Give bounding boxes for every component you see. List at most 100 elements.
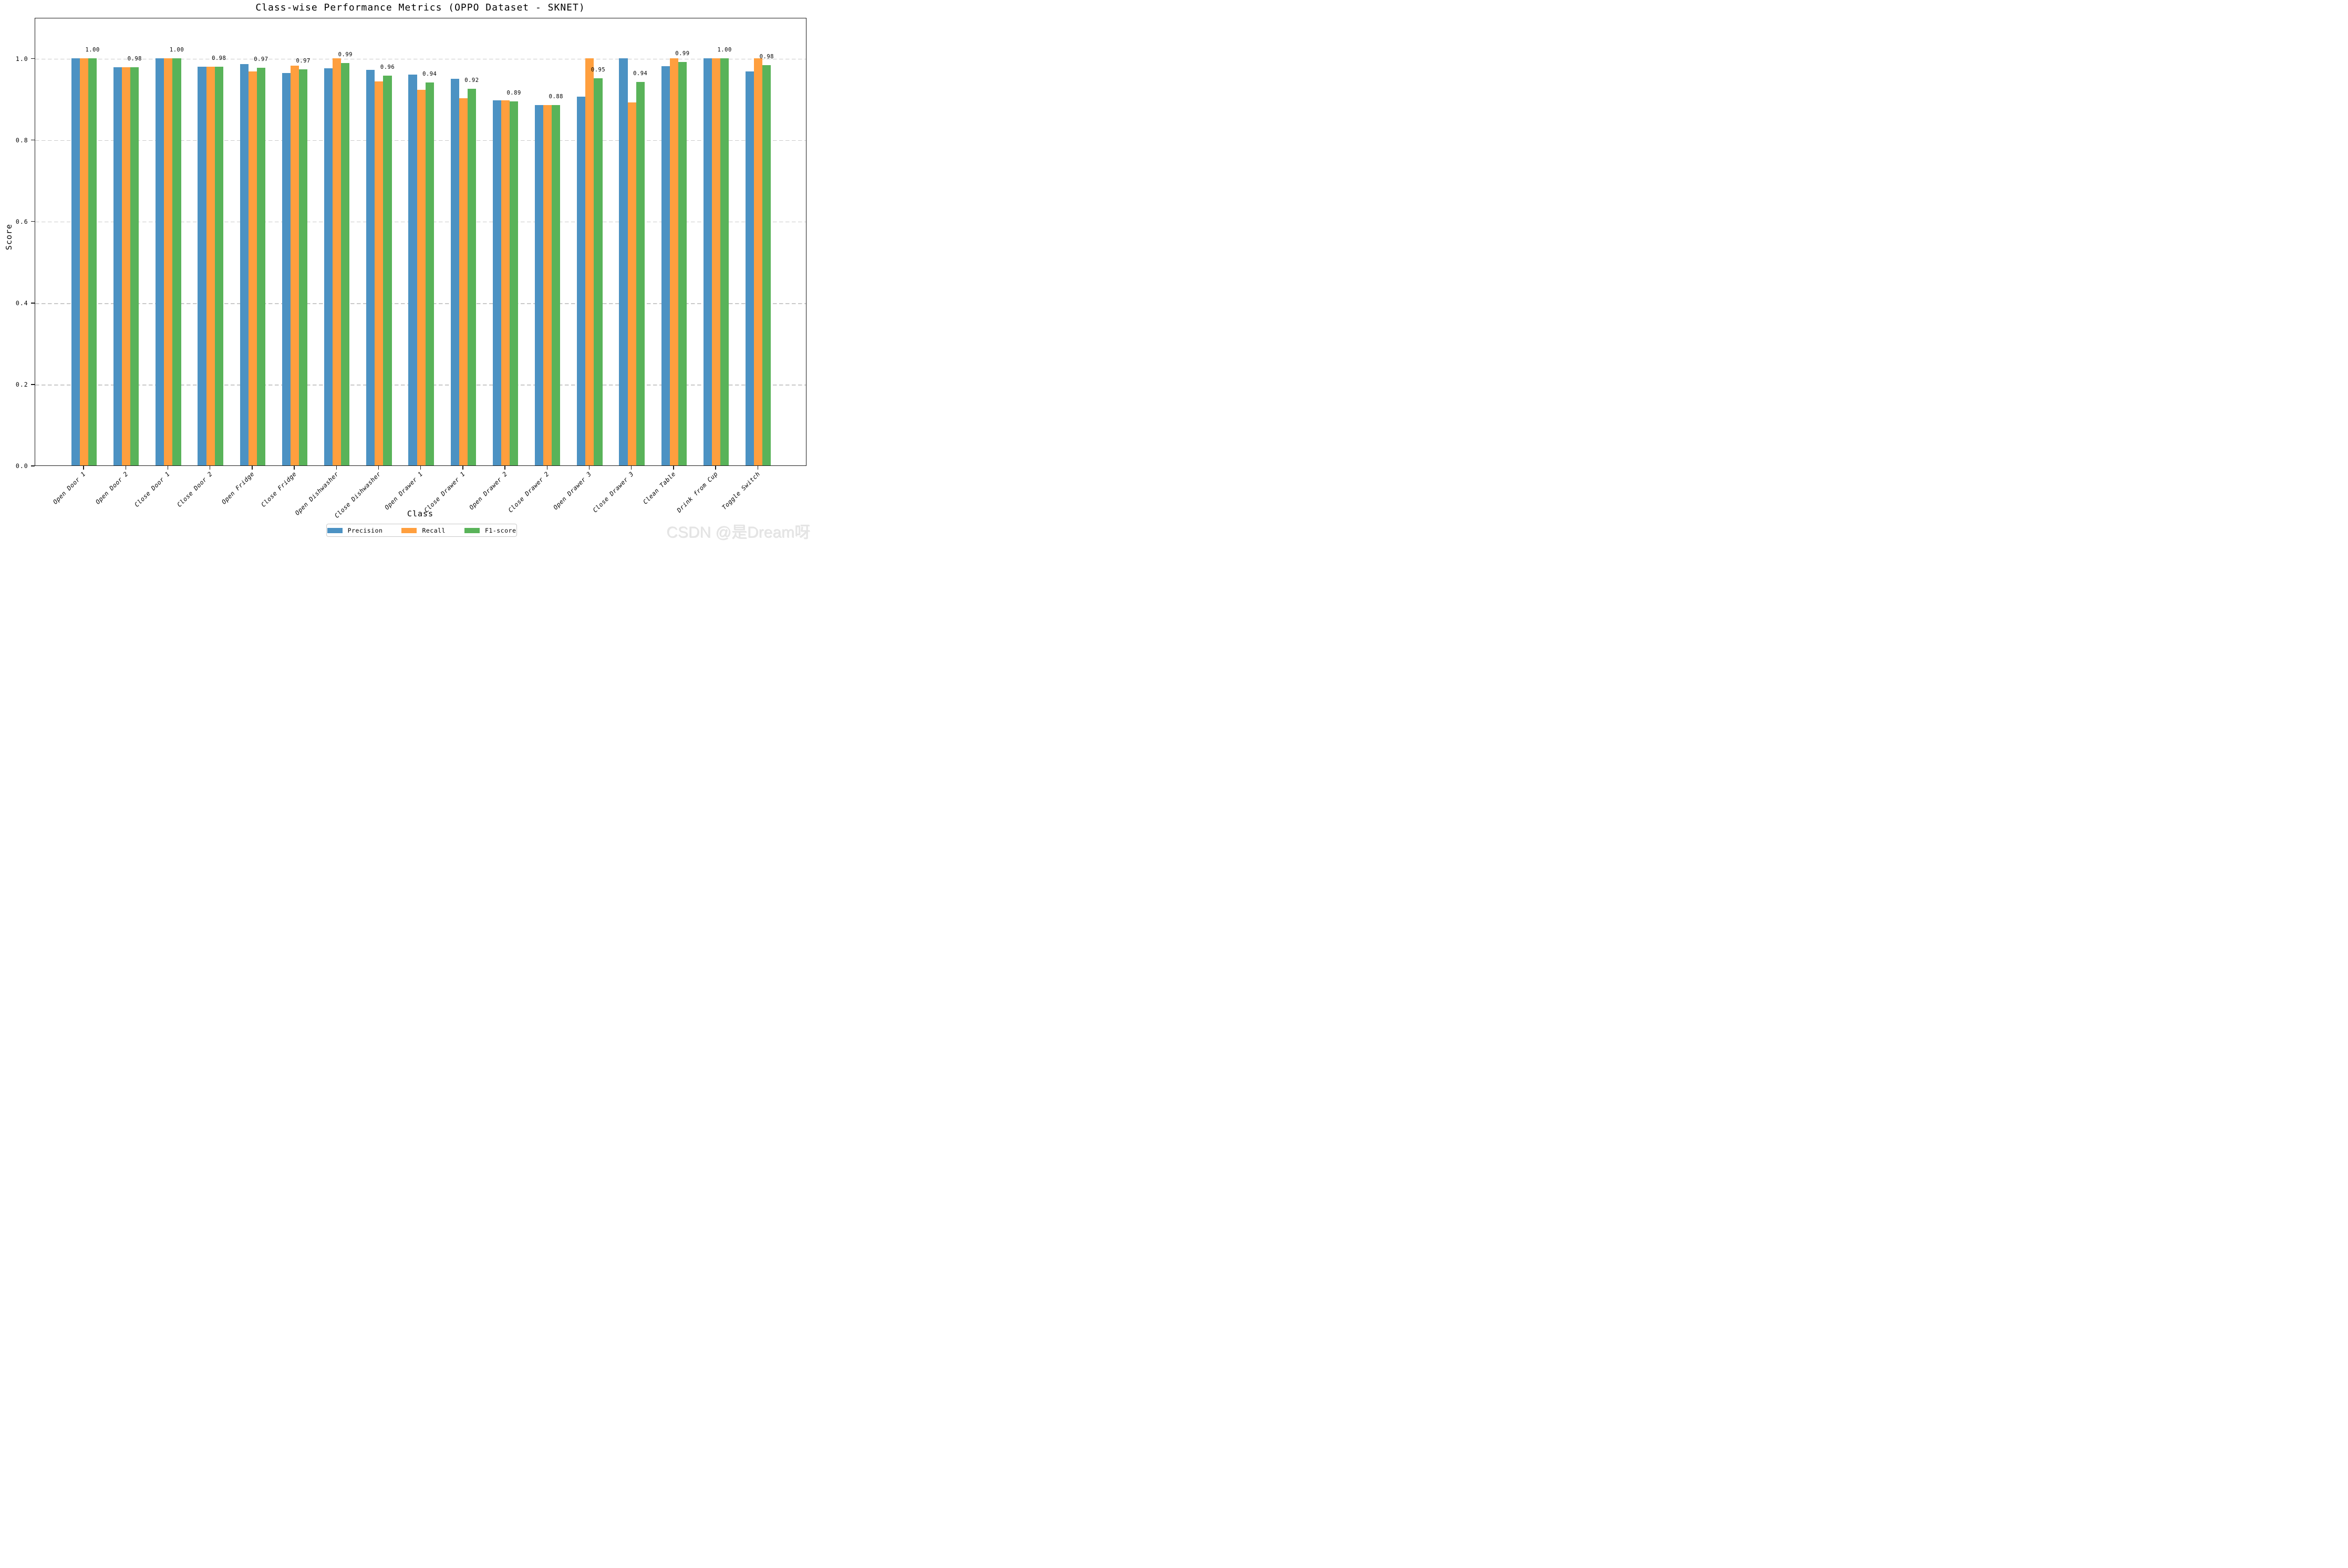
x-tick-mark — [125, 465, 126, 470]
bar-f1-score — [383, 76, 392, 465]
bar-f1-score — [552, 105, 561, 465]
y-tick-mark — [30, 139, 35, 141]
bar-f1-score — [636, 81, 645, 465]
bar-recall — [585, 58, 594, 465]
bar-value-label: 0.89 — [506, 89, 521, 96]
bar-value-label: 1.00 — [85, 46, 100, 53]
y-tick-label: 0.8 — [15, 136, 28, 144]
bar-recall — [206, 66, 215, 465]
x-tick-label: Close Door 2 — [175, 470, 214, 508]
bar-precision — [198, 66, 206, 465]
x-tick-label: Close Drawer 3 — [591, 470, 635, 514]
x-tick-label: Open Drawer 3 — [552, 470, 593, 511]
x-tick-mark — [546, 465, 547, 470]
legend-swatch — [401, 527, 417, 533]
bar-value-label: 0.92 — [464, 77, 479, 84]
bar-f1-score — [88, 58, 97, 465]
bar-precision — [535, 105, 544, 465]
y-tick-mark — [30, 303, 35, 304]
bar-precision — [703, 58, 712, 465]
x-tick-mark — [83, 465, 84, 470]
plot-area: 1.00 0.98 1.00 0.98 0.97 0.97 0.99 0.96 0.94 0.92… — [34, 17, 806, 466]
bar-recall — [627, 102, 636, 465]
bar-value-label: 1.00 — [717, 46, 732, 53]
bar-f1-score — [130, 67, 139, 465]
x-tick-mark — [336, 465, 337, 470]
bar-precision — [324, 68, 333, 465]
bar-precision — [113, 67, 122, 465]
bar-value-label: 0.88 — [549, 93, 563, 100]
legend-item-f1-score: F1-score — [464, 527, 516, 534]
bar-precision — [71, 58, 80, 465]
legend-item-recall: Recall — [401, 527, 446, 534]
x-tick-label: Open Door 1 — [51, 470, 87, 506]
x-tick-mark — [757, 465, 758, 470]
bar-recall — [501, 100, 510, 465]
x-tick-mark — [420, 465, 421, 470]
x-tick-label: Open Fridge — [220, 470, 256, 506]
bar-recall — [79, 58, 89, 465]
x-tick-mark — [715, 465, 716, 470]
x-tick-label: Open Drawer 2 — [467, 470, 509, 511]
legend-label: F1-score — [484, 526, 516, 534]
bar-precision — [282, 73, 291, 465]
y-axis-label: Score — [4, 223, 14, 251]
bar-f1-score — [467, 88, 476, 465]
bar-precision — [240, 64, 249, 465]
x-tick-label: Close Drawer 2 — [506, 470, 551, 514]
x-tick-label: Close Fridge — [260, 470, 298, 508]
bar-value-label: 0.98 — [212, 55, 226, 61]
x-tick-label: Close Door 1 — [133, 470, 172, 508]
watermark: CSDN @是Dream呀 — [666, 524, 810, 541]
bar-value-label: 1.00 — [169, 46, 184, 53]
x-tick-mark — [167, 465, 169, 470]
bar-value-label: 0.94 — [422, 71, 437, 78]
bar-recall — [543, 105, 552, 465]
x-tick-mark — [630, 465, 632, 470]
bar-f1-score — [510, 101, 519, 465]
bar-recall — [333, 58, 342, 465]
y-tick-label: 0.4 — [15, 299, 28, 307]
y-tick-mark — [30, 58, 35, 59]
legend: Precision Recall F1-score — [326, 524, 517, 537]
y-tick-label: 1.0 — [15, 55, 28, 63]
bar-precision — [492, 100, 501, 465]
bar-recall — [754, 58, 763, 465]
figure: Class-wise Performance Metrics (OPPO Dat… — [0, 0, 812, 542]
x-tick-mark — [588, 465, 590, 470]
y-tick-label: 0.2 — [15, 380, 28, 388]
bar-f1-score — [678, 62, 687, 465]
bar-value-label: 0.96 — [380, 64, 395, 71]
x-tick-mark — [378, 465, 379, 470]
bar-recall — [459, 98, 468, 465]
x-tick-mark — [462, 465, 463, 470]
x-axis-label: Class — [407, 509, 434, 518]
y-tick-mark — [30, 465, 35, 466]
legend-label: Recall — [422, 526, 446, 534]
bar-f1-score — [594, 78, 603, 465]
bar-f1-score — [172, 58, 181, 465]
legend-item-precision: Precision — [327, 527, 383, 534]
y-tick-mark — [30, 384, 35, 385]
x-tick-label: Clean Table — [642, 470, 677, 506]
bar-precision — [577, 97, 586, 465]
bar-precision — [746, 71, 754, 465]
gridline — [35, 58, 806, 60]
bar-f1-score — [299, 69, 308, 465]
y-tick-mark — [30, 221, 35, 222]
chart-title: Class-wise Performance Metrics (OPPO Dat… — [255, 2, 585, 13]
bar-value-label: 0.95 — [591, 67, 606, 74]
bar-precision — [408, 74, 417, 465]
bar-value-label: 0.97 — [296, 58, 311, 65]
bar-f1-score — [720, 58, 729, 465]
y-tick-label: 0.6 — [15, 217, 28, 225]
bar-f1-score — [341, 63, 350, 465]
x-tick-label: Drink from Cup — [675, 470, 719, 514]
bar-value-label: 0.94 — [633, 70, 648, 77]
x-tick-label: Close Drawer 1 — [422, 470, 467, 514]
bar-precision — [450, 79, 459, 465]
x-tick-label: Open Drawer 1 — [383, 470, 425, 511]
x-tick-mark — [673, 465, 674, 470]
bar-recall — [122, 67, 131, 465]
bar-f1-score — [214, 66, 223, 465]
